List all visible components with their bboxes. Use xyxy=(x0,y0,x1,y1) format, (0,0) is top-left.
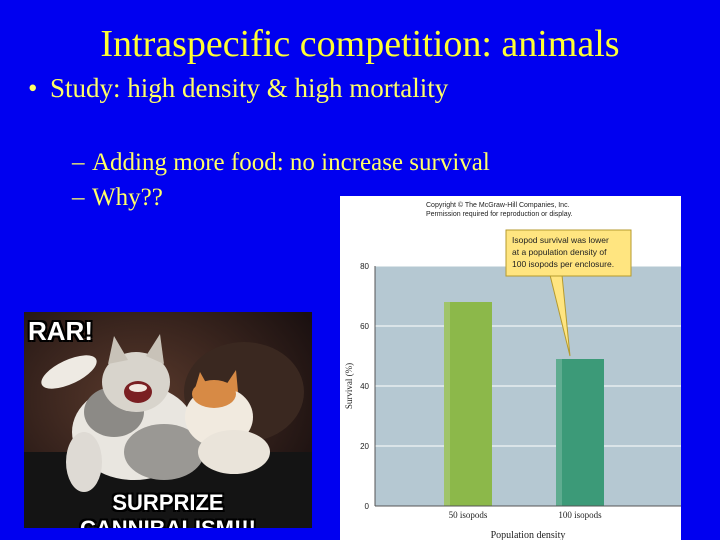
callout-box xyxy=(505,229,632,277)
survival-figure: Copyright © The McGraw-Hill Companies, I… xyxy=(340,196,681,540)
sub-bullet-food: – Adding more food: no increase survival xyxy=(72,148,490,178)
bar-100-isopods xyxy=(556,359,604,506)
bars xyxy=(444,302,604,506)
sub-bullet-why: – Why?? xyxy=(72,183,163,213)
y-tick-label: 20 xyxy=(360,442,369,451)
sub-bullet-why-text: Why?? xyxy=(92,184,163,211)
dash-marker: – xyxy=(72,149,85,176)
survival-bar-chart: Copyright © The McGraw-Hill Companies, I… xyxy=(344,201,681,540)
sub-bullet-food-text: Adding more food: no increase survival xyxy=(92,149,490,176)
copyright-line-1: Copyright © The McGraw-Hill Companies, I… xyxy=(426,201,570,209)
bar-50-isopods xyxy=(444,302,492,506)
bullet-study-text: Study: high density & high mortality xyxy=(50,73,449,103)
cat-photo xyxy=(24,312,312,528)
y-axis-label: Survival (%) xyxy=(344,363,354,409)
cat-meme-image: RAR! SURPRIZE CANNIBALISM!!! xyxy=(24,312,312,528)
bullet-study: • Study: high density & high mortality xyxy=(28,72,448,104)
callout-line-2: at a population density of xyxy=(512,247,607,257)
slide-title: Intraspecific competition: animals xyxy=(100,23,620,65)
bar-highlight xyxy=(444,302,450,506)
dash-marker: – xyxy=(72,184,85,211)
x-tick-label: 50 isopods xyxy=(449,510,488,520)
bar-highlight xyxy=(556,359,562,506)
bullet-dot: • xyxy=(28,73,38,103)
x-tick-labels: 50 isopods 100 isopods xyxy=(449,510,603,520)
y-tick-label: 0 xyxy=(365,502,370,511)
callout-line-3: 100 isopods per enclosure. xyxy=(512,259,614,269)
y-tick-labels: 0 20 40 60 80 xyxy=(360,262,369,511)
x-tick-label: 100 isopods xyxy=(558,510,602,520)
meme-top-caption: RAR! xyxy=(28,316,93,346)
y-tick-label: 60 xyxy=(360,322,369,331)
copyright-line-2: Permission required for reproduction or … xyxy=(426,211,573,218)
y-tick-label: 40 xyxy=(360,382,369,391)
callout-line-1: Isopod survival was lower xyxy=(512,235,609,245)
x-axis-label: Population density xyxy=(491,530,566,540)
meme-bottom-caption: SURPRIZE CANNIBALISM!!! xyxy=(80,490,256,528)
y-tick-label: 80 xyxy=(360,262,369,271)
